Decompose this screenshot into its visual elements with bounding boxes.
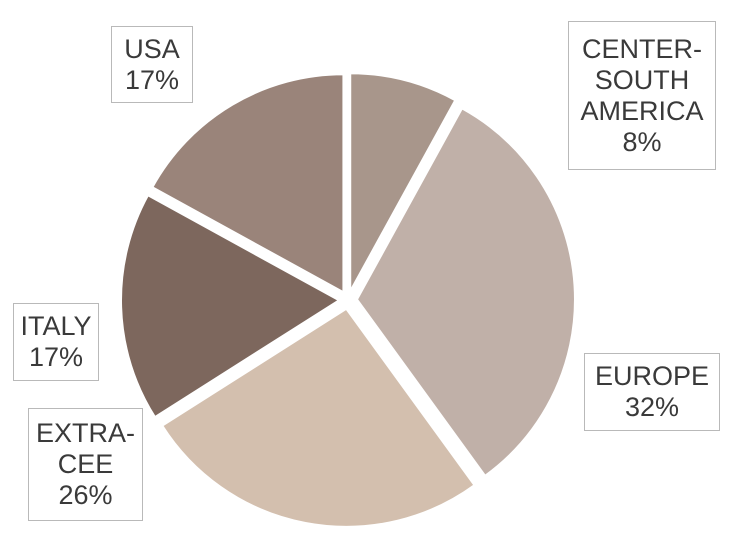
label-line: SOUTH: [594, 64, 690, 95]
slice-label-extra-cee: EXTRA- CEE 26%: [28, 408, 143, 521]
label-line: EUROPE: [594, 361, 710, 391]
pie-slice-europe: [355, 107, 576, 478]
label-line: EXTRA-: [35, 418, 135, 448]
slice-label-center-south-america: CENTER- SOUTH AMERICA 8%: [568, 21, 716, 170]
slice-label-italy: ITALY 17%: [13, 303, 99, 381]
slice-label-europe: EUROPE 32%: [584, 353, 720, 431]
label-line: ITALY: [20, 311, 92, 341]
label-percent: 8%: [622, 126, 662, 157]
label-percent: 32%: [624, 392, 680, 422]
label-percent: 17%: [28, 342, 84, 372]
slice-label-usa: USA 17%: [111, 26, 193, 103]
pie-slice-extra-cee: [160, 307, 476, 528]
pie-slice-usa: [151, 73, 345, 294]
label-line: AMERICA: [580, 95, 704, 126]
label-line: CENTER-: [582, 33, 702, 64]
pie-slice-center-south-america: [349, 72, 457, 292]
label-line: CEE: [57, 449, 114, 479]
pie-slice-italy: [120, 193, 341, 419]
label-percent: 17%: [124, 64, 180, 95]
label-percent: 26%: [58, 480, 113, 510]
label-line: USA: [124, 33, 180, 64]
